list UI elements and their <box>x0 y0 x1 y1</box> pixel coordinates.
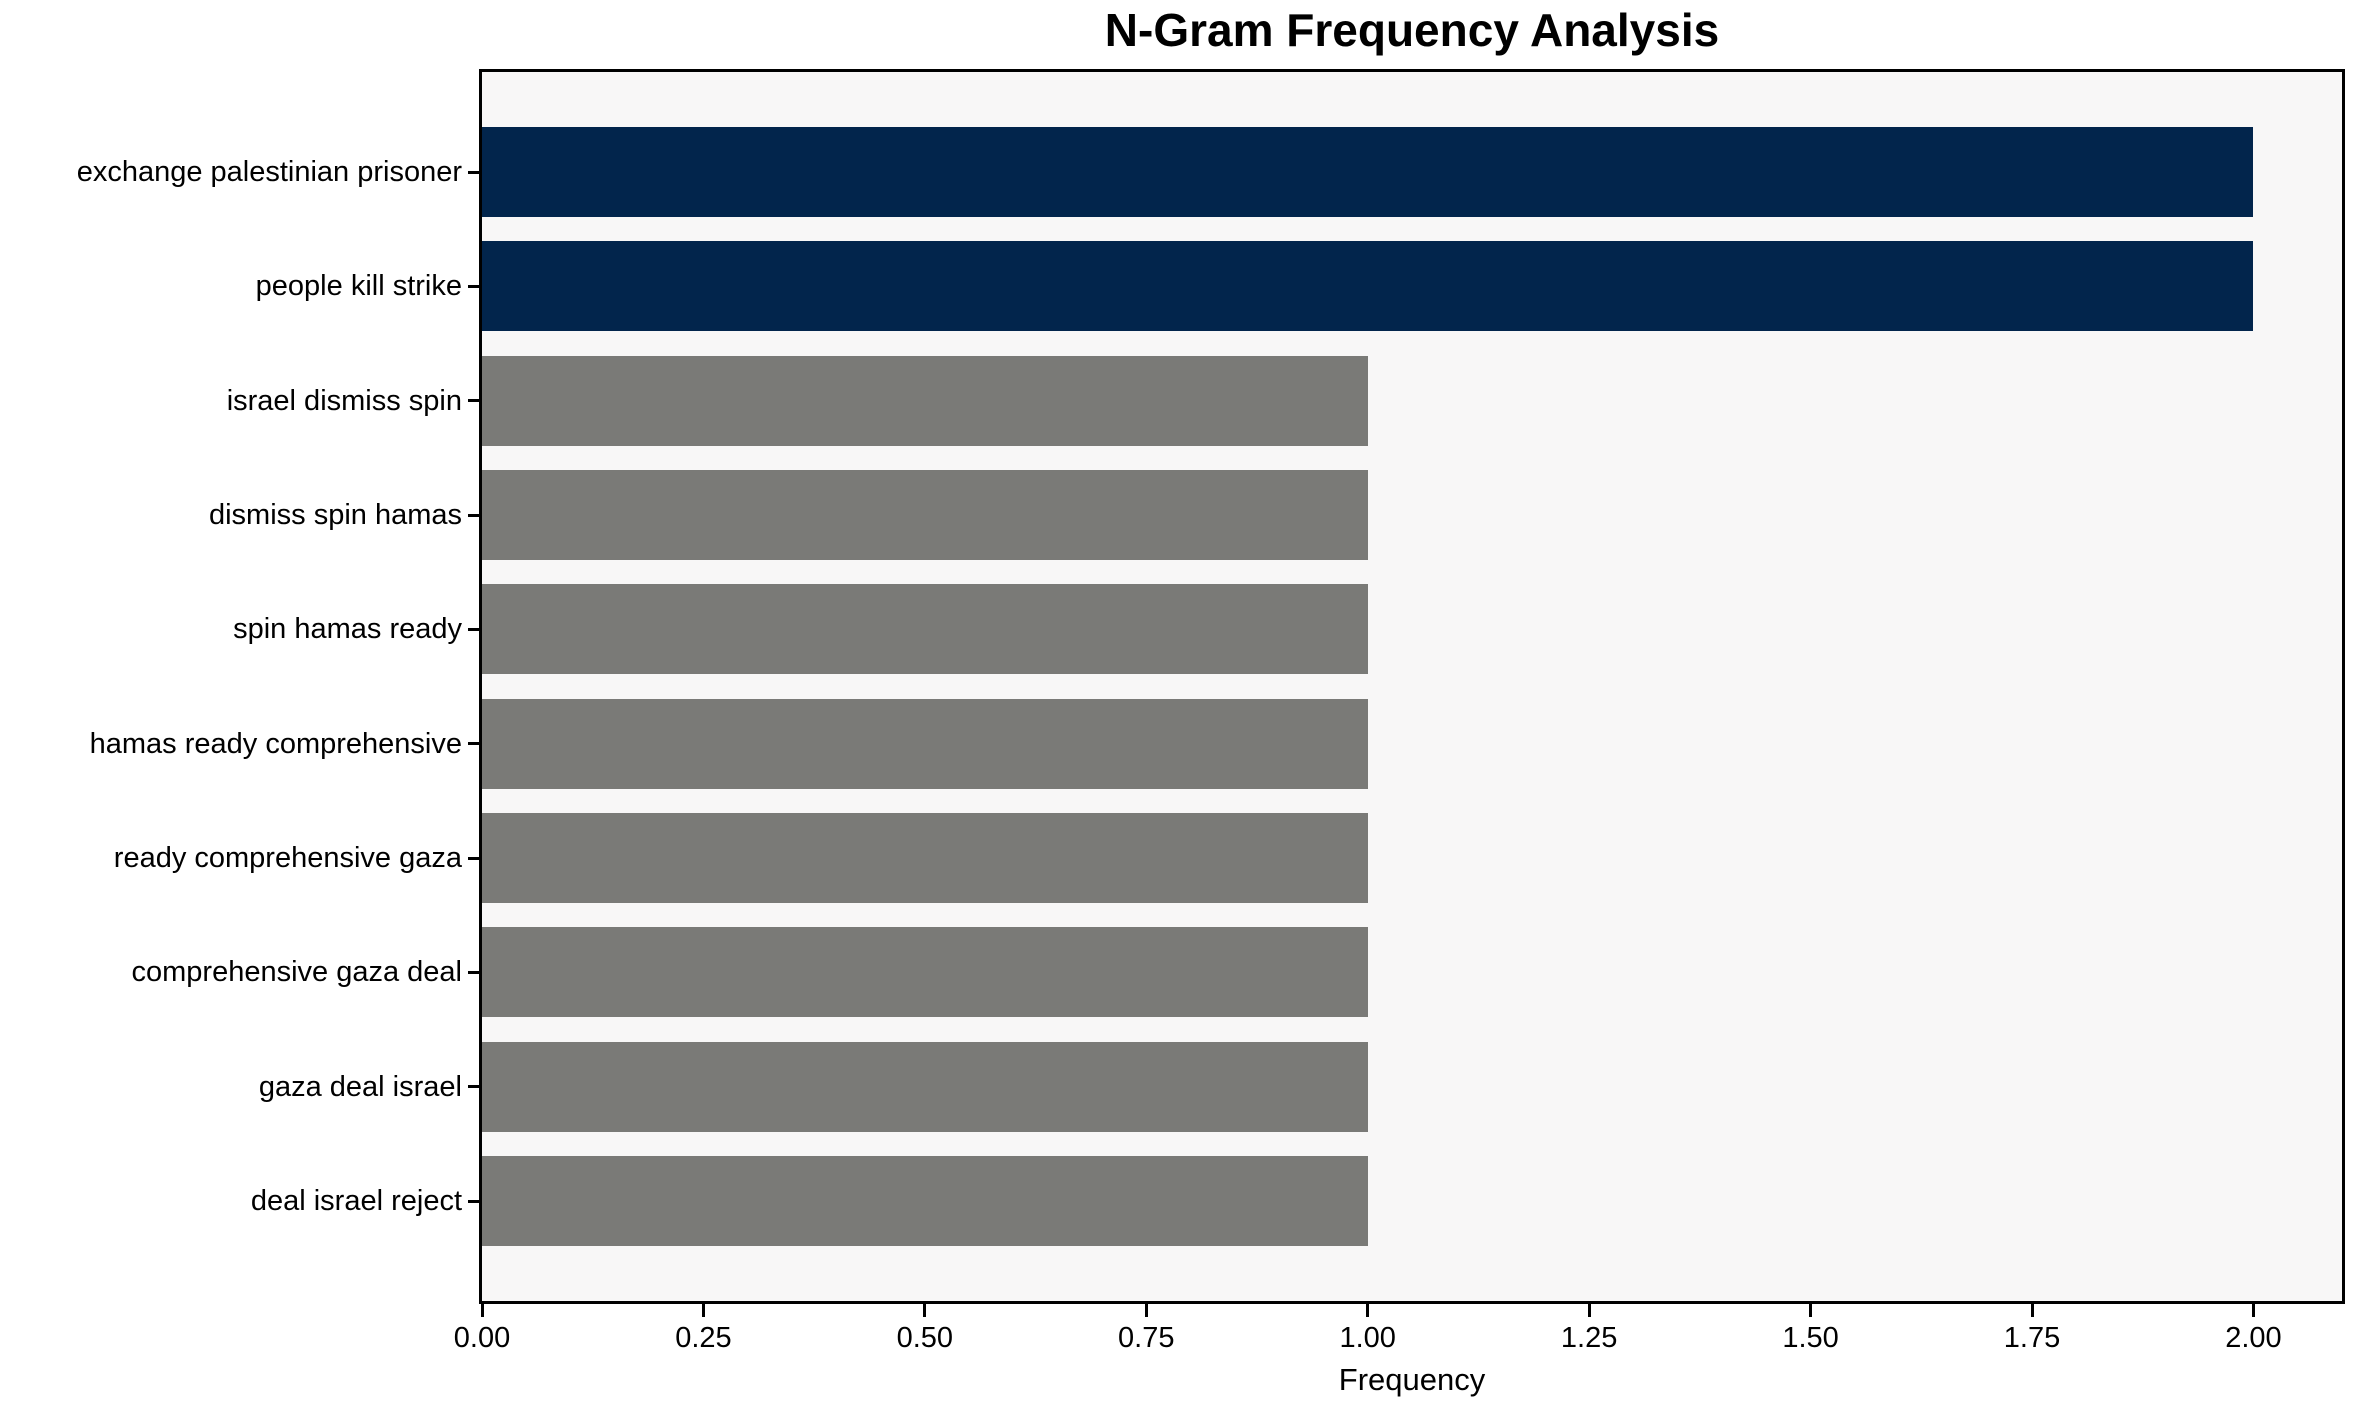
x-tick-mark <box>1366 1304 1370 1317</box>
y-tick-label: people kill strike <box>255 270 462 303</box>
y-tick-label: spin hamas ready <box>233 613 462 646</box>
y-tick-label: exchange palestinian prisoner <box>76 156 462 188</box>
x-tick-mark <box>480 1304 484 1317</box>
x-tick-label: 2.00 <box>2225 1322 2282 1354</box>
bar <box>482 584 1368 675</box>
x-tick-label: 0.75 <box>1118 1322 1175 1354</box>
x-tick-label: 1.75 <box>2003 1322 2061 1354</box>
bar <box>482 355 1368 446</box>
x-tick-label: 0.00 <box>453 1322 511 1354</box>
bar <box>482 813 1368 903</box>
x-tick-mark <box>701 1304 705 1317</box>
y-tick-label: ready comprehensive gaza <box>113 842 462 874</box>
bar <box>482 1156 1368 1246</box>
x-tick-mark <box>1144 1304 1148 1317</box>
bar <box>482 127 2254 217</box>
x-tick-mark <box>923 1304 927 1317</box>
x-tick-label: 0.50 <box>896 1322 954 1354</box>
bar <box>482 698 1368 789</box>
bar <box>482 241 2254 332</box>
y-tick-label: comprehensive gaza deal <box>131 956 462 989</box>
y-tick-label: deal israel reject <box>250 1185 462 1217</box>
x-tick-label: 0.25 <box>675 1322 732 1354</box>
x-tick-mark <box>2030 1304 2034 1317</box>
bar <box>482 927 1368 1018</box>
x-tick-mark <box>2251 1304 2255 1317</box>
y-tick-label: israel dismiss spin <box>226 384 462 417</box>
bars <box>482 72 2342 1301</box>
x-axis-label: Frequency <box>1338 1362 1486 1397</box>
x-tick-mark <box>1587 1304 1591 1317</box>
bar <box>482 1041 1368 1132</box>
x-tick-label: 1.25 <box>1560 1322 1618 1354</box>
y-tick-label: gaza deal israel <box>258 1070 462 1103</box>
y-tick-label: hamas ready comprehensive <box>89 727 462 760</box>
y-tick-label: dismiss spin hamas <box>208 499 462 531</box>
bar <box>482 470 1368 560</box>
x-tick-mark <box>1809 1304 1813 1317</box>
chart-title: N-Gram Frequency Analysis <box>1104 4 1720 56</box>
x-tick-label: 1.00 <box>1339 1322 1396 1354</box>
x-tick-label: 1.50 <box>1782 1322 1839 1354</box>
